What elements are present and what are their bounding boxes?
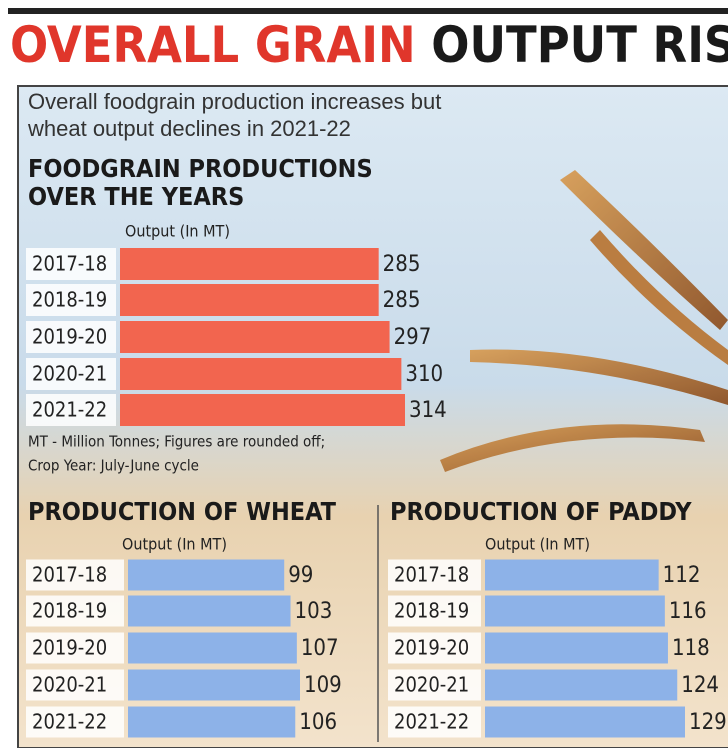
category-label: 2021-22 (32, 710, 107, 734)
category-label: 2017-18 (394, 563, 469, 587)
bar (120, 358, 401, 390)
value-label: 116 (669, 599, 707, 624)
bar (120, 321, 390, 353)
title: OVERALL GRAIN OUTPUT RISES (10, 16, 728, 74)
bar (128, 670, 300, 701)
category-label: 2020-21 (394, 673, 469, 697)
axis-label: Output (In MT) (125, 222, 230, 241)
value-label: 106 (299, 710, 337, 735)
value-label: 285 (383, 288, 421, 313)
value-label: 103 (295, 599, 333, 624)
value-label: 99 (288, 563, 313, 588)
category-label: 2020-21 (32, 673, 107, 697)
category-label: 2018-19 (394, 599, 469, 623)
value-label: 107 (301, 636, 339, 661)
note: Crop Year: July-June cycle (28, 457, 199, 475)
chart-title: FOODGRAIN PRODUCTIONS (28, 154, 373, 183)
value-label: 310 (405, 362, 443, 387)
category-label: 2018-19 (32, 288, 107, 312)
value-label: 285 (383, 252, 421, 277)
category-label: 2018-19 (32, 599, 107, 623)
value-label: 109 (304, 673, 342, 698)
category-label: 2017-18 (32, 563, 107, 587)
bar (120, 248, 379, 280)
infographic: OVERALL GRAIN OUTPUT RISES Overall foodg… (0, 0, 728, 748)
bar (128, 633, 297, 664)
value-label: 118 (672, 636, 710, 661)
category-label: 2017-18 (32, 252, 107, 276)
category-label: 2021-22 (32, 398, 107, 422)
chart-title: PRODUCTION OF WHEAT (28, 497, 337, 526)
subtitle: wheat output declines in 2021-22 (27, 116, 351, 141)
bar (485, 707, 685, 738)
bar (120, 284, 379, 316)
page: OVERALL GRAIN OUTPUT RISES Overall foodg… (0, 0, 728, 753)
category-label: 2019-20 (32, 636, 107, 660)
category-label: 2019-20 (394, 636, 469, 660)
chart-title: PRODUCTION OF PADDY (390, 497, 692, 526)
category-label: 2019-20 (32, 325, 107, 349)
bar (128, 707, 295, 738)
axis-label: Output (In MT) (485, 535, 590, 554)
category-label: 2021-22 (394, 710, 469, 734)
axis-label: Output (In MT) (122, 535, 227, 554)
bar (485, 633, 668, 664)
subtitle: Overall foodgrain production increases b… (28, 89, 441, 114)
bar (485, 596, 665, 627)
bar (128, 560, 284, 591)
chart-title: OVER THE YEARS (28, 182, 244, 211)
value-label: 297 (394, 325, 432, 350)
bar (128, 596, 291, 627)
top-rule (8, 8, 728, 14)
value-label: 129 (689, 710, 727, 735)
value-label: 124 (681, 673, 719, 698)
category-label: 2020-21 (32, 362, 107, 386)
value-label: 314 (409, 398, 447, 423)
note: MT - Million Tonnes; Figures are rounded… (28, 433, 325, 451)
bar (485, 560, 659, 591)
bar (120, 394, 405, 426)
value-label: 112 (663, 563, 701, 588)
bar (485, 670, 677, 701)
